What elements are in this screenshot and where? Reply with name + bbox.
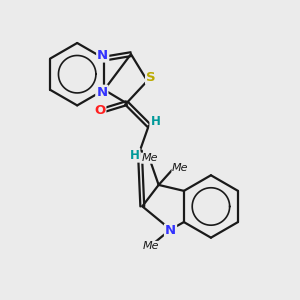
Text: N: N — [96, 86, 107, 99]
Text: Me: Me — [142, 153, 158, 163]
Text: N: N — [165, 224, 176, 238]
Text: H: H — [150, 116, 160, 128]
Text: Me: Me — [142, 242, 159, 251]
Text: O: O — [94, 104, 105, 117]
Text: Me: Me — [172, 163, 189, 173]
Text: S: S — [146, 71, 156, 84]
Text: H: H — [130, 149, 140, 162]
Text: N: N — [97, 49, 108, 62]
